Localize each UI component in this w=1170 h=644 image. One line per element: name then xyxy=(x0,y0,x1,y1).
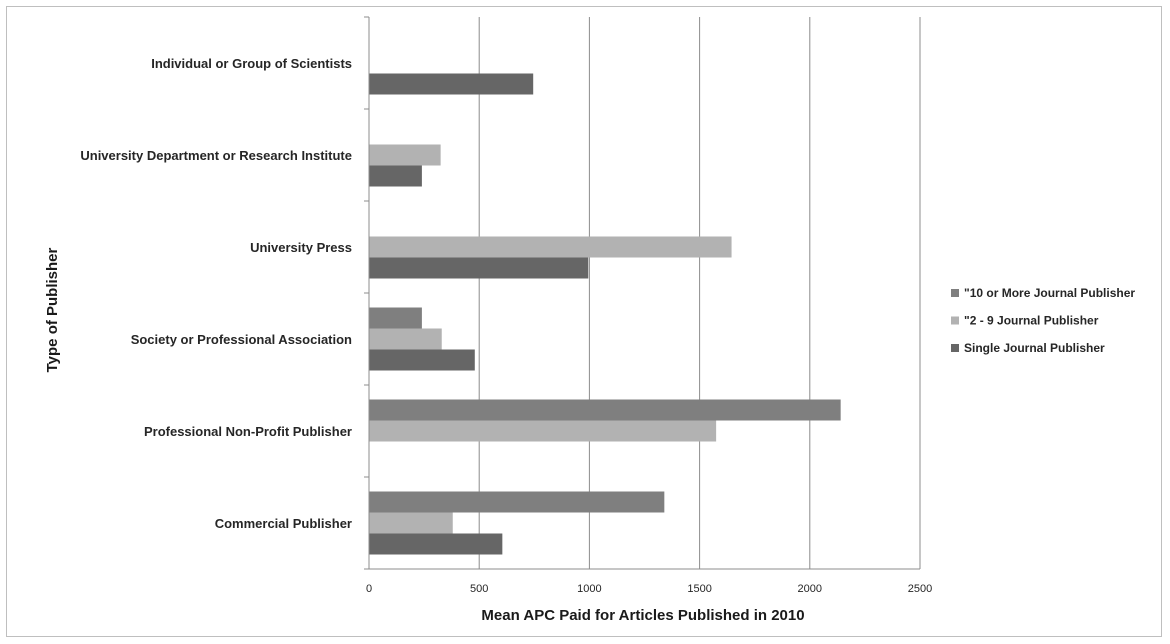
bar xyxy=(369,165,422,187)
category-labels: Individual or Group of Scientists Univers… xyxy=(80,56,352,531)
bar xyxy=(369,533,503,555)
bar xyxy=(369,420,717,442)
tick-labels: 0 500 1000 1500 2000 2500 xyxy=(366,583,932,595)
x-axis-title: Mean APC Paid for Articles Published in … xyxy=(481,607,804,624)
gridlines xyxy=(478,17,921,569)
category-label: University Press xyxy=(250,240,352,255)
bars xyxy=(369,73,841,555)
legend-swatch xyxy=(951,289,959,297)
legend-entry: "10 or More Journal Publisher xyxy=(964,286,1135,300)
legend-entry: "2 - 9 Journal Publisher xyxy=(964,314,1099,328)
bar xyxy=(369,328,442,350)
bar xyxy=(369,236,732,258)
chart-frame xyxy=(6,6,1162,637)
x-tick-label: 500 xyxy=(470,583,488,595)
legend-swatch xyxy=(951,316,959,325)
x-tick-label: 1500 xyxy=(687,583,711,595)
bar xyxy=(369,307,422,329)
legend-entry: Single Journal Publisher xyxy=(964,341,1105,355)
x-tick-label: 2500 xyxy=(908,583,932,595)
category-label: Commercial Publisher xyxy=(215,516,352,531)
bar xyxy=(369,399,841,421)
category-label: Professional Non-Profit Publisher xyxy=(144,424,352,439)
axes xyxy=(364,16,920,570)
legend-swatch xyxy=(951,344,959,352)
legend: "10 or More Journal Publisher "2 - 9 Jour… xyxy=(951,286,1135,355)
bar xyxy=(369,144,441,166)
bar xyxy=(369,257,589,279)
bar xyxy=(369,73,534,95)
category-label: University Department or Research Instit… xyxy=(80,148,352,163)
category-label: Society or Professional Association xyxy=(131,332,352,347)
x-tick-label: 0 xyxy=(366,583,372,595)
bar xyxy=(369,512,453,534)
x-tick-label: 1000 xyxy=(577,583,601,595)
y-axis-title: Type of Publisher xyxy=(44,247,61,372)
x-tick-label: 2000 xyxy=(798,583,822,595)
bar xyxy=(369,491,665,513)
bar xyxy=(369,349,475,371)
category-label: Individual or Group of Scientists xyxy=(151,56,352,71)
